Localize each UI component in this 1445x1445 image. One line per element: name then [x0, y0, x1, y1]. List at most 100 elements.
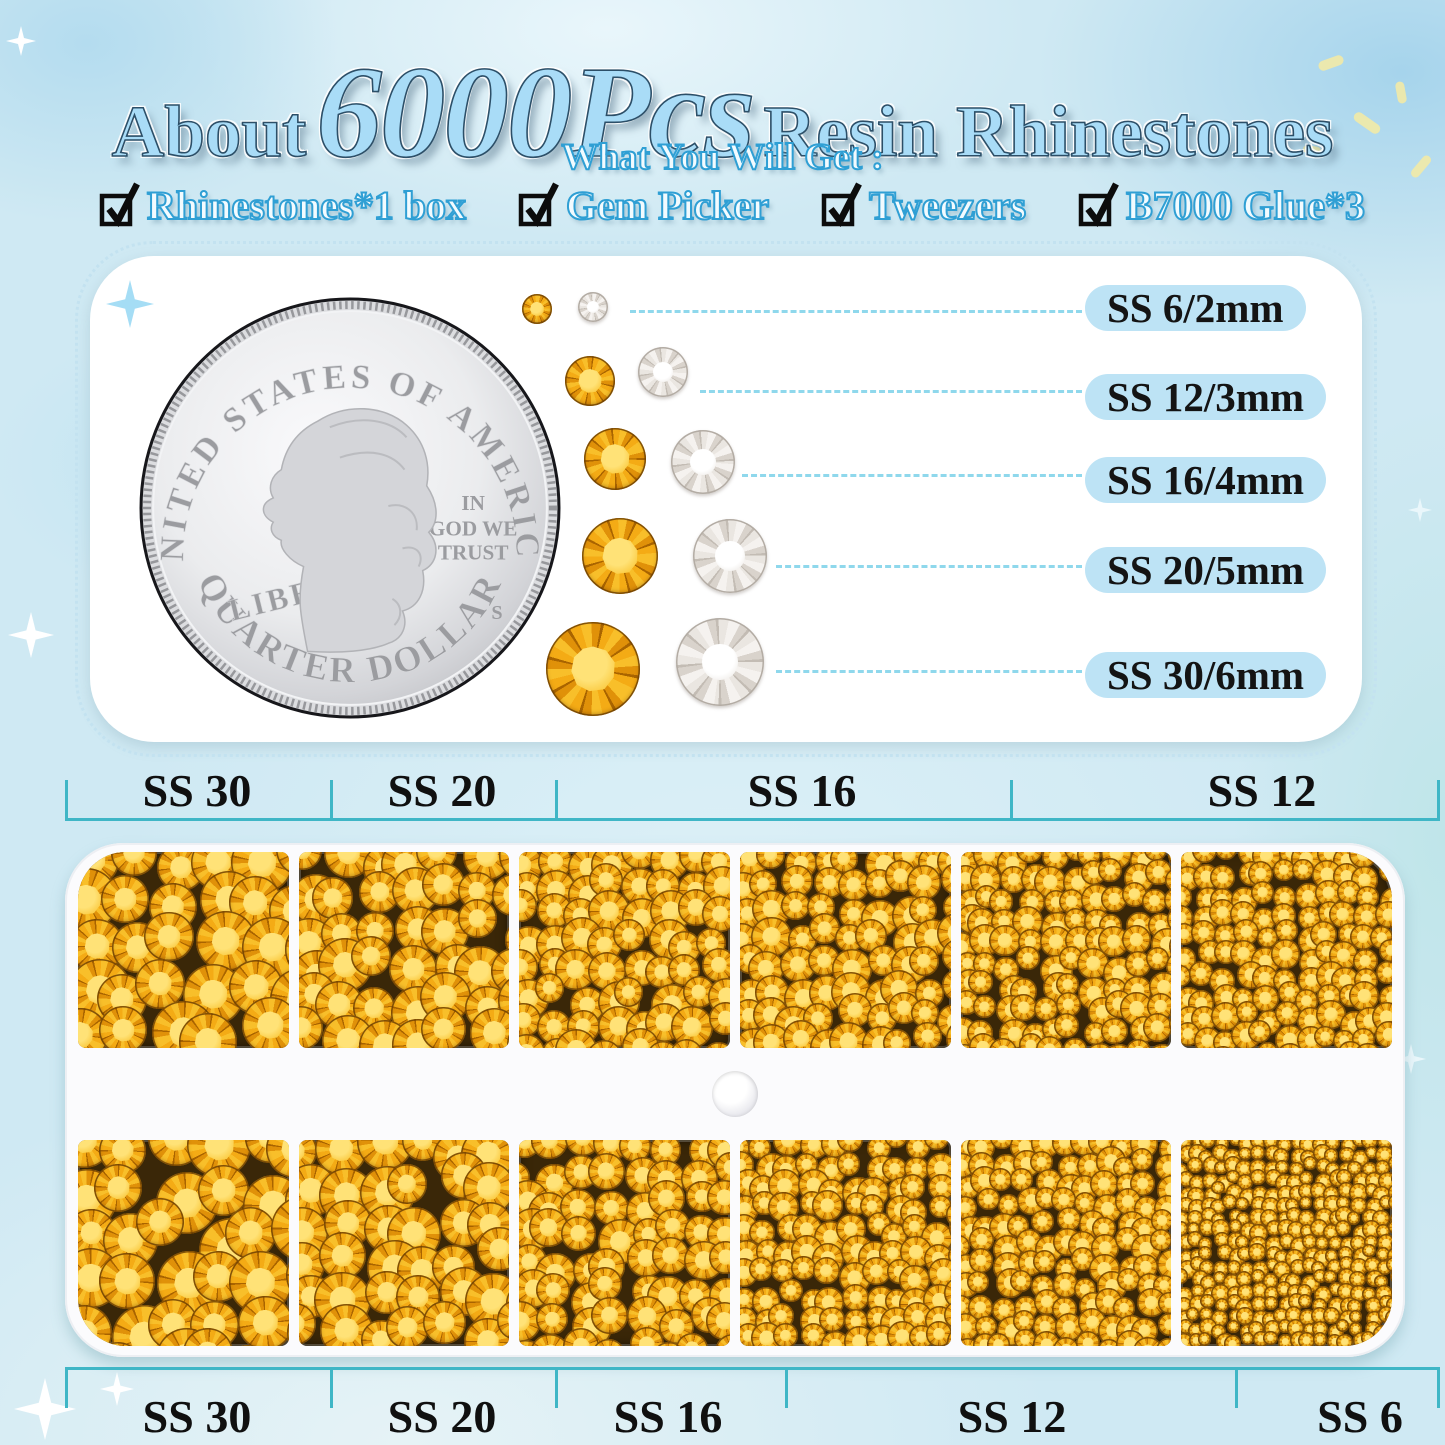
rhinestone	[1010, 1270, 1033, 1293]
ruler-tick	[330, 780, 333, 821]
rhinestone	[748, 1256, 773, 1282]
rhinestone	[457, 898, 498, 939]
rhinestone	[1032, 1250, 1056, 1274]
gold-rhinestone-sample	[565, 356, 615, 406]
rhinestone	[224, 1206, 277, 1259]
rhinestone	[882, 1028, 911, 1048]
size-label-pill: SS 30/6mm	[1085, 652, 1327, 698]
rhinestone	[1302, 1156, 1317, 1171]
rhinestone	[1248, 1243, 1266, 1261]
rhinestone	[1336, 1333, 1354, 1346]
ruler-tick	[1437, 1367, 1440, 1408]
rhinestone-compartment	[519, 852, 731, 1048]
size-group-label: SS 12	[957, 1391, 1067, 1442]
rhinestone	[1130, 1148, 1154, 1171]
rhinestone	[311, 877, 354, 919]
rhinestone	[1292, 858, 1315, 881]
rhinestone	[773, 1323, 798, 1346]
ruler-tick	[555, 780, 558, 821]
rhinestone	[507, 1018, 510, 1048]
rhinestone	[1274, 1000, 1300, 1026]
rhinestone	[1197, 1332, 1212, 1346]
rhinestone	[1210, 865, 1236, 891]
rhinestone	[298, 852, 322, 870]
rhinestone	[350, 935, 392, 977]
rhinestone	[1240, 1331, 1255, 1346]
rhinestone	[652, 1237, 689, 1274]
rhinestone	[423, 1301, 466, 1344]
size-label-pill: SS 16/4mm	[1085, 457, 1327, 503]
rhinestone	[99, 1006, 148, 1048]
rhinestone	[1015, 946, 1040, 971]
box-center-button	[712, 1071, 758, 1117]
rhinestone	[1297, 1294, 1312, 1309]
ruler-tick	[65, 1367, 68, 1408]
rhinestone	[988, 1168, 1012, 1191]
ruler-tick	[65, 780, 68, 821]
coin-mint-mark: S	[491, 602, 502, 624]
rhinestone	[812, 1257, 840, 1285]
clear-rhinestone-sample	[578, 292, 608, 322]
rhinestone	[1101, 1018, 1128, 1045]
rhinestone	[1223, 1335, 1242, 1346]
clear-rhinestone-sample	[676, 618, 764, 706]
subtitle: What You Will Get :	[560, 136, 884, 179]
ruler-tick	[555, 1367, 558, 1408]
rhinestone	[779, 1278, 803, 1303]
rhinestone	[812, 1190, 843, 1221]
rhinestone	[1211, 1180, 1225, 1195]
rhinestone	[968, 1248, 994, 1273]
sparkle-icon	[1408, 498, 1432, 522]
rhinestone	[1150, 1229, 1172, 1251]
include-label: Tweezers	[868, 183, 1027, 229]
leader-line	[742, 474, 1082, 477]
bottom-size-ruler: SS 30 SS 20 SS 16 SS 12 SS 6	[0, 1358, 1445, 1442]
rhinestone	[587, 1266, 622, 1301]
include-item-glue: B7000 Glue*3	[1077, 180, 1366, 229]
rhinestone	[1157, 1313, 1172, 1337]
title-about: About	[111, 91, 307, 174]
rhinestone	[144, 912, 194, 962]
rhinestone-compartment	[960, 852, 1172, 1048]
rhinestone	[913, 1021, 942, 1048]
rhinestone	[387, 1164, 427, 1204]
box-bottom-row	[78, 1140, 1393, 1346]
rhinestone	[590, 1296, 629, 1334]
rhinestone	[1142, 1012, 1172, 1042]
rhinestone	[908, 945, 939, 976]
clear-rhinestone-sample	[638, 347, 688, 397]
box-top-row	[78, 852, 1393, 1048]
title-count: 6000Pcs	[316, 40, 757, 187]
box-middle-bar	[78, 1048, 1392, 1140]
rhinestone	[421, 862, 465, 906]
rhinestone	[1235, 1196, 1249, 1211]
title-rest: Resin Rhinestones	[763, 91, 1334, 174]
coin-motto-line1: IN	[461, 491, 485, 515]
rhinestone	[1142, 888, 1167, 913]
rhinestone	[1361, 1331, 1375, 1345]
rhinestone-compartment	[519, 1140, 731, 1346]
leader-line	[630, 310, 1082, 313]
rhinestone	[1010, 994, 1037, 1021]
gold-rhinestone-sample	[584, 428, 646, 490]
size-group-label: SS 12	[1207, 765, 1317, 816]
rhinestone	[238, 1295, 289, 1346]
include-item-rhinestones: Rhinestones*1 box	[98, 180, 467, 229]
rhinestone	[560, 1215, 597, 1252]
rhinestone	[791, 1255, 816, 1280]
include-label: Gem Picker	[565, 183, 770, 229]
rhinestone	[1376, 961, 1393, 984]
leader-line	[700, 390, 1082, 393]
top-size-ruler: SS 30 SS 20 SS 16 SS 12	[0, 764, 1445, 830]
rhinestone	[1385, 1336, 1393, 1346]
gold-rhinestone-sample	[582, 518, 658, 594]
rhinestone	[498, 852, 510, 880]
rhinestone	[972, 995, 996, 1019]
include-label: B7000 Glue*3	[1125, 183, 1366, 229]
rhinestone	[1249, 1169, 1267, 1186]
size-group-label: SS 30	[142, 1391, 252, 1442]
rhinestone-compartment	[78, 852, 289, 1048]
rhinestone-compartment	[960, 1140, 1172, 1346]
washington-profile	[262, 407, 437, 653]
rhinestone	[421, 1006, 466, 1048]
